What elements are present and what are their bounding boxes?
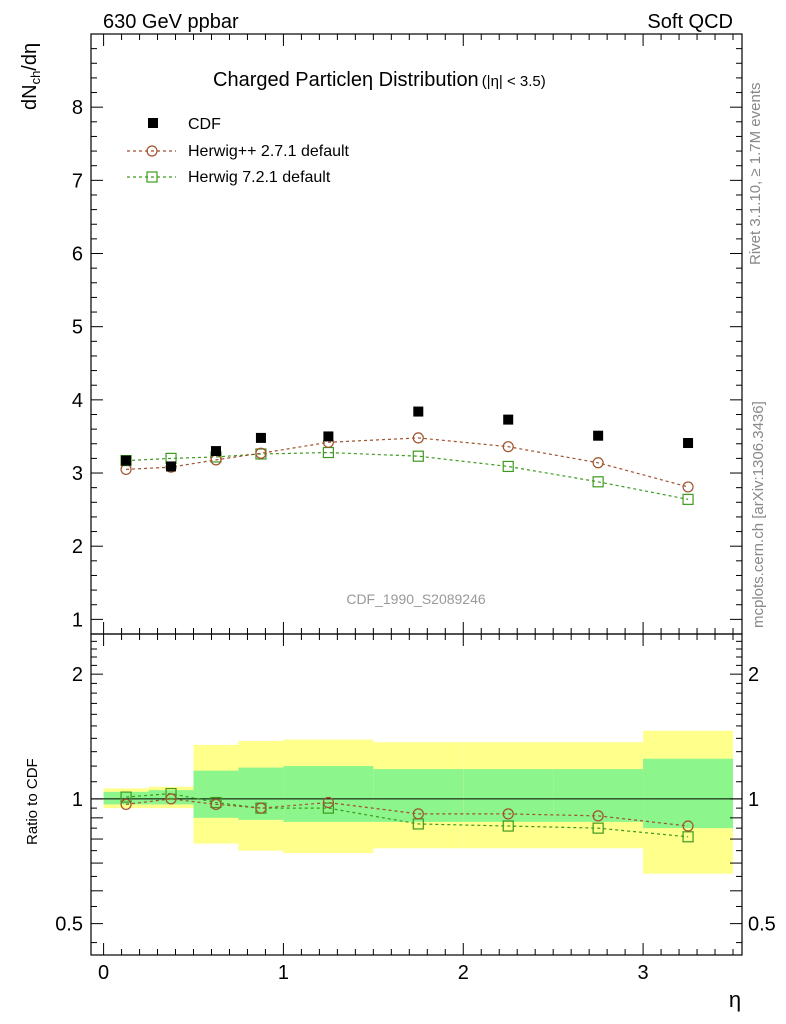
x-axis-label: η bbox=[729, 987, 741, 1012]
uncertainty-band-inner bbox=[373, 769, 464, 822]
main-herwigpp-line bbox=[126, 437, 689, 488]
chart-title: Charged Particleη Distribution (|η| < 3.5… bbox=[213, 69, 546, 91]
ratio-herwigpp-line bbox=[125, 798, 689, 827]
legend-label-herwigpp: Herwig++ 2.7.1 default bbox=[188, 143, 350, 160]
ratio-y-tick-label-right: 2 bbox=[748, 664, 759, 686]
ratio-y-tick-label: 0.5 bbox=[55, 914, 83, 936]
main-y-tick-label: 7 bbox=[72, 170, 83, 192]
ratio-herwig7-point bbox=[592, 822, 604, 834]
legend: CDF Herwig++ 2.7.1 default Herwig 7.2.1 … bbox=[127, 116, 350, 186]
ratio-herwigpp-point bbox=[502, 808, 514, 820]
ratio-y-axis-label: Ratio to CDF bbox=[24, 758, 41, 845]
main-herwigpp-point bbox=[255, 447, 267, 459]
uncertainty-band-inner bbox=[553, 769, 644, 822]
main-cdf-point bbox=[683, 438, 694, 449]
chart-marks: 1 2 3 4 5 6 7 8 0 1 2 3 0.5 0.5 1 1 2 2 bbox=[55, 33, 776, 984]
ratio-herwig7-point bbox=[322, 802, 334, 814]
ratio-herwigpp-point bbox=[165, 793, 177, 805]
main-herwig7-point bbox=[682, 493, 694, 505]
ratio-y-tick-label: 1 bbox=[72, 789, 83, 811]
ratio-herwig7-point bbox=[682, 831, 694, 843]
ylabel-tail: /dη bbox=[19, 43, 41, 71]
ratio-herwigpp-point bbox=[412, 808, 424, 820]
main-herwig7-point bbox=[592, 476, 604, 488]
ylabel-main: dN bbox=[19, 84, 41, 110]
chart-title-main: Charged Particleη Distribution bbox=[213, 69, 479, 91]
main-y-tick-label: 3 bbox=[72, 463, 83, 485]
main-cdf-point bbox=[503, 414, 514, 425]
main-herwig7-point bbox=[502, 460, 514, 473]
ratio-herwigpp-point bbox=[592, 810, 604, 822]
main-herwigpp-point bbox=[502, 441, 514, 453]
main-y-tick-label: 1 bbox=[72, 609, 83, 631]
ratio-herwigpp-point bbox=[210, 798, 222, 810]
ratio-y-tick-label-right: 0.5 bbox=[748, 914, 776, 936]
ratio-y-tick-label-right: 1 bbox=[748, 789, 759, 811]
ratio-herwigpp-point bbox=[682, 820, 694, 832]
ratio-herwig7-point bbox=[502, 820, 514, 832]
header-right: Soft QCD bbox=[647, 11, 733, 33]
ratio-herwig7-line bbox=[126, 792, 689, 838]
analysis-watermark: CDF_1990_S2089246 bbox=[346, 591, 486, 607]
main-cdf-point bbox=[593, 430, 604, 441]
ratio-panel-frame bbox=[90, 633, 743, 956]
uncertainty-band-inner bbox=[238, 767, 284, 820]
main-y-tick-label: 2 bbox=[72, 536, 83, 558]
header-left: 630 GeV ppbar bbox=[103, 11, 239, 33]
main-cdf-point bbox=[413, 406, 424, 417]
uncertainty-band-inner bbox=[463, 769, 554, 822]
main-cdf-point bbox=[121, 455, 132, 466]
main-y-tick-label: 8 bbox=[72, 97, 83, 119]
legend-label-cdf: CDF bbox=[188, 116, 221, 133]
legend-label-herwig7: Herwig 7.2.1 default bbox=[188, 169, 331, 186]
main-y-tick-label: 6 bbox=[72, 244, 83, 266]
ratio-herwigpp-point bbox=[120, 798, 132, 810]
legend-marker-cdf bbox=[148, 118, 158, 128]
main-herwigpp-point bbox=[412, 432, 424, 444]
x-tick-label: 2 bbox=[458, 962, 469, 984]
x-tick-label: 3 bbox=[638, 962, 649, 984]
ratio-herwigpp-point bbox=[255, 802, 267, 814]
ylabel-sub: ch bbox=[28, 71, 43, 85]
uncertainty-band-inner bbox=[193, 770, 239, 818]
main-cdf-point bbox=[166, 461, 177, 472]
ratio-herwig7-point bbox=[120, 791, 132, 803]
legend-marker-herwig7 bbox=[146, 171, 158, 183]
main-herwig7-line bbox=[126, 451, 689, 500]
ratio-herwig7-point bbox=[165, 787, 177, 800]
rivet-version-label: Rivet 3.1.10, ≥ 1.7M events bbox=[747, 83, 764, 266]
uncertainty-band-inner bbox=[643, 758, 734, 829]
legend-marker-herwigpp bbox=[146, 145, 158, 157]
uncertainty-band-inner bbox=[103, 791, 149, 805]
main-y-tick-label: 5 bbox=[72, 317, 83, 339]
mcplots-label: mcplots.cern.ch [arXiv:1306.3436] bbox=[750, 401, 767, 628]
main-herwigpp-point bbox=[592, 457, 604, 469]
main-cdf-point bbox=[323, 431, 334, 442]
ratio-herwigpp-point bbox=[322, 796, 334, 809]
main-y-tick-label: 4 bbox=[72, 390, 83, 412]
main-cdf-point bbox=[255, 432, 266, 443]
main-herwigpp-point bbox=[682, 481, 694, 493]
x-tick-label: 0 bbox=[98, 962, 109, 984]
chart-title-suffix: (|η| < 3.5) bbox=[482, 73, 546, 90]
ratio-y-tick-label: 2 bbox=[72, 664, 83, 686]
x-tick-label: 1 bbox=[278, 962, 289, 984]
main-y-axis-label: dNch/dη bbox=[19, 43, 43, 110]
main-cdf-point bbox=[210, 446, 221, 457]
main-herwig7-point bbox=[412, 450, 424, 462]
